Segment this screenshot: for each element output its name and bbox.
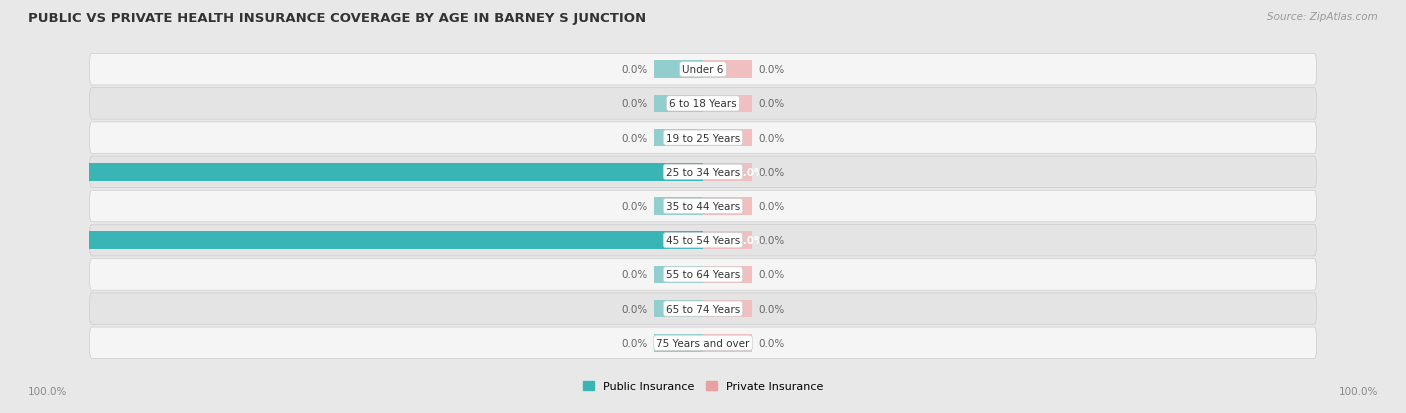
FancyBboxPatch shape <box>90 327 1316 358</box>
Text: 0.0%: 0.0% <box>621 338 648 348</box>
Bar <box>703 334 752 352</box>
Bar <box>703 300 752 318</box>
Text: 100.0%: 100.0% <box>1339 387 1378 396</box>
Bar <box>703 61 752 79</box>
Bar <box>90 164 703 181</box>
Bar <box>703 232 752 249</box>
Text: 75 Years and over: 75 Years and over <box>657 338 749 348</box>
FancyBboxPatch shape <box>90 191 1316 222</box>
Text: 0.0%: 0.0% <box>621 99 648 109</box>
FancyBboxPatch shape <box>90 123 1316 154</box>
Bar <box>703 95 752 113</box>
Bar <box>703 129 752 147</box>
Bar <box>654 266 703 284</box>
Bar <box>703 266 752 284</box>
Bar <box>654 129 703 147</box>
Text: 0.0%: 0.0% <box>758 133 785 143</box>
Bar <box>654 198 703 215</box>
FancyBboxPatch shape <box>90 88 1316 120</box>
Text: 0.0%: 0.0% <box>758 65 785 75</box>
Text: 25 to 34 Years: 25 to 34 Years <box>666 167 740 177</box>
Text: 0.0%: 0.0% <box>758 270 785 280</box>
Legend: Public Insurance, Private Insurance: Public Insurance, Private Insurance <box>579 376 827 396</box>
Text: Under 6: Under 6 <box>682 65 724 75</box>
Bar <box>654 95 703 113</box>
Text: 45 to 54 Years: 45 to 54 Years <box>666 236 740 246</box>
FancyBboxPatch shape <box>90 157 1316 188</box>
Bar <box>703 164 752 181</box>
Bar <box>654 300 703 318</box>
Text: PUBLIC VS PRIVATE HEALTH INSURANCE COVERAGE BY AGE IN BARNEY S JUNCTION: PUBLIC VS PRIVATE HEALTH INSURANCE COVER… <box>28 12 647 25</box>
Text: 0.0%: 0.0% <box>758 202 785 211</box>
Text: 6 to 18 Years: 6 to 18 Years <box>669 99 737 109</box>
Text: 0.0%: 0.0% <box>758 338 785 348</box>
Text: 0.0%: 0.0% <box>758 236 785 246</box>
Text: Source: ZipAtlas.com: Source: ZipAtlas.com <box>1267 12 1378 22</box>
Text: 100.0%: 100.0% <box>28 387 67 396</box>
Text: 65 to 74 Years: 65 to 74 Years <box>666 304 740 314</box>
Text: 0.0%: 0.0% <box>758 167 785 177</box>
Text: 19 to 25 Years: 19 to 25 Years <box>666 133 740 143</box>
Text: 0.0%: 0.0% <box>758 304 785 314</box>
FancyBboxPatch shape <box>90 293 1316 325</box>
FancyBboxPatch shape <box>90 259 1316 290</box>
FancyBboxPatch shape <box>90 225 1316 256</box>
Text: 100.0%: 100.0% <box>721 167 765 177</box>
Text: 0.0%: 0.0% <box>621 65 648 75</box>
Text: 0.0%: 0.0% <box>621 304 648 314</box>
Bar <box>654 61 703 79</box>
Bar <box>90 232 703 249</box>
Bar <box>654 334 703 352</box>
Text: 55 to 64 Years: 55 to 64 Years <box>666 270 740 280</box>
Bar <box>703 198 752 215</box>
FancyBboxPatch shape <box>90 55 1316 86</box>
Text: 100.0%: 100.0% <box>721 236 765 246</box>
Text: 0.0%: 0.0% <box>621 270 648 280</box>
Text: 0.0%: 0.0% <box>758 99 785 109</box>
Text: 0.0%: 0.0% <box>621 133 648 143</box>
Text: 0.0%: 0.0% <box>621 202 648 211</box>
Text: 35 to 44 Years: 35 to 44 Years <box>666 202 740 211</box>
